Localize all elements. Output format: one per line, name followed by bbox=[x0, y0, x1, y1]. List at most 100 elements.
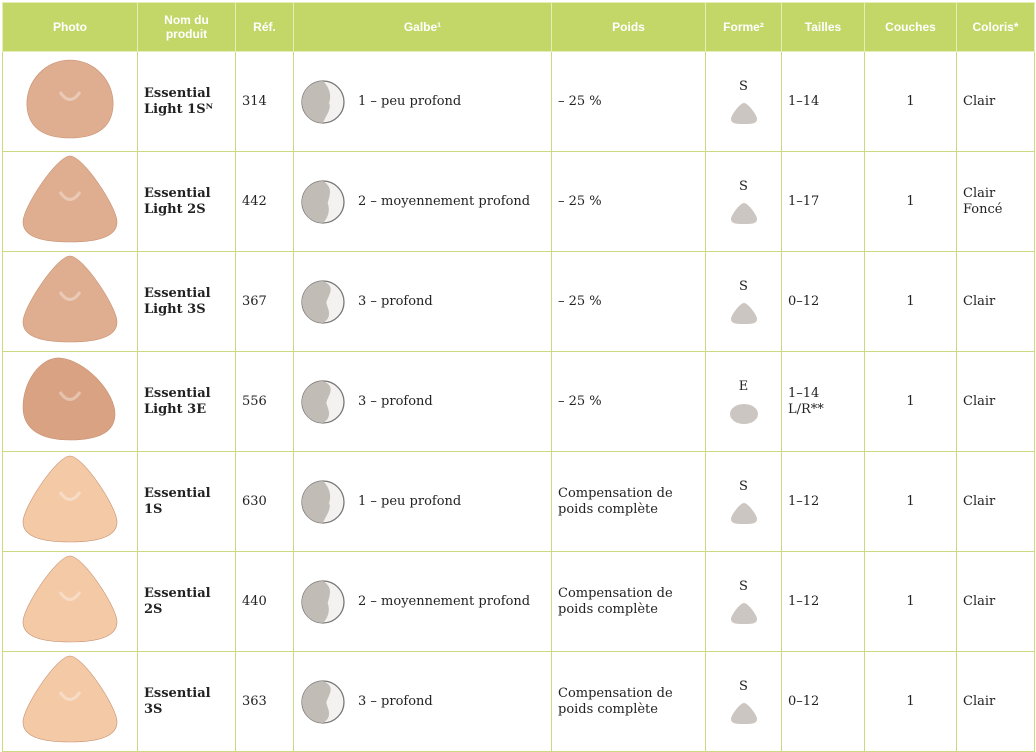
product-name: Essential Light 3S bbox=[137, 251, 236, 352]
prosthesis-photo bbox=[22, 455, 118, 543]
poids: – 25 % bbox=[551, 251, 706, 352]
coloris: Clair bbox=[956, 51, 1035, 152]
galbe-text: 2 – moyennement profond bbox=[358, 593, 531, 609]
reference: 440 bbox=[235, 551, 294, 652]
galbe-icon bbox=[301, 79, 345, 124]
tailles: 1–14 bbox=[781, 51, 865, 152]
poids: – 25 % bbox=[551, 51, 706, 152]
column-header: Tailles bbox=[781, 2, 865, 52]
galbe-text: 1 – peu profond bbox=[358, 93, 462, 109]
table-row: Essential Light 2S 442 2 – moyennement pro… bbox=[2, 151, 1035, 252]
table-row: Essential 1S 630 1 – peu profond Compensati… bbox=[2, 451, 1035, 552]
forme-icon bbox=[729, 403, 758, 424]
reference: 314 bbox=[235, 51, 294, 152]
galbe-icon bbox=[301, 679, 345, 724]
galbe-text: 1 – peu profond bbox=[358, 493, 462, 509]
poids: – 25 % bbox=[551, 151, 706, 252]
galbe-icon bbox=[301, 479, 345, 524]
prosthesis-photo bbox=[22, 255, 118, 343]
galbe-cell: 2 – moyennement profond bbox=[293, 551, 552, 652]
forme: S bbox=[712, 579, 775, 625]
poids: Compensation de poids complète bbox=[551, 551, 706, 652]
galbe-icon bbox=[301, 579, 345, 624]
galbe-text: 2 – moyennement profond bbox=[358, 193, 531, 209]
tailles: 1–12 bbox=[781, 551, 865, 652]
product-name: Essential 2S bbox=[137, 551, 236, 652]
forme-letter: S bbox=[739, 578, 748, 594]
prosthesis-photo bbox=[26, 59, 114, 139]
photo-cell bbox=[2, 551, 138, 652]
photo-cell bbox=[2, 51, 138, 152]
photo-cell bbox=[2, 451, 138, 552]
prosthesis-photo bbox=[22, 655, 118, 743]
product-name: Essential 3S bbox=[137, 651, 236, 752]
galbe-icon bbox=[301, 279, 345, 324]
forme-cell: S bbox=[705, 551, 782, 652]
couches: 1 bbox=[864, 351, 957, 452]
forme-cell: S bbox=[705, 151, 782, 252]
table-row: Essential Light 1Sᴺ 314 1 – peu profond – 2… bbox=[2, 51, 1035, 152]
product-name: Essential Light 3E bbox=[137, 351, 236, 452]
forme-letter: S bbox=[739, 278, 748, 294]
forme: S bbox=[712, 79, 775, 125]
reference: 556 bbox=[235, 351, 294, 452]
table-row: Essential 3S 363 3 – profond Compensation d… bbox=[2, 651, 1035, 752]
forme-cell: S bbox=[705, 251, 782, 352]
column-header: Coloris* bbox=[956, 2, 1035, 52]
galbe-cell: 3 – profond bbox=[293, 351, 552, 452]
galbe: 3 – profond bbox=[300, 279, 545, 325]
forme: E bbox=[712, 379, 775, 425]
column-header: Nom du produit bbox=[137, 2, 236, 52]
galbe: 3 – profond bbox=[300, 379, 545, 425]
galbe: 2 – moyennement profond bbox=[300, 179, 545, 225]
galbe-text: 3 – profond bbox=[358, 393, 433, 409]
coloris: Clair bbox=[956, 451, 1035, 552]
table-row: Essential Light 3E 556 3 – profond – 25 % E 1… bbox=[2, 351, 1035, 452]
photo-cell bbox=[2, 151, 138, 252]
poids: – 25 % bbox=[551, 351, 706, 452]
forme-icon bbox=[730, 702, 757, 724]
galbe: 3 – profond bbox=[300, 679, 545, 725]
prosthesis-photo bbox=[22, 155, 118, 243]
product-name: Essential Light 1Sᴺ bbox=[137, 51, 236, 152]
prosthesis-photo bbox=[22, 555, 118, 643]
forme-cell: S bbox=[705, 451, 782, 552]
galbe-cell: 1 – peu profond bbox=[293, 51, 552, 152]
reference: 363 bbox=[235, 651, 294, 752]
prosthesis-photo bbox=[22, 357, 116, 441]
couches: 1 bbox=[864, 651, 957, 752]
table-row: Essential 2S 440 2 – moyennement profond Co… bbox=[2, 551, 1035, 652]
photo-cell bbox=[2, 651, 138, 752]
forme-cell: S bbox=[705, 651, 782, 752]
poids: Compensation de poids complète bbox=[551, 451, 706, 552]
coloris: Clair bbox=[956, 651, 1035, 752]
forme-icon bbox=[730, 202, 757, 224]
column-header: Galbe¹ bbox=[293, 2, 552, 52]
couches: 1 bbox=[864, 251, 957, 352]
product-name: Essential 1S bbox=[137, 451, 236, 552]
forme-letter: S bbox=[739, 78, 748, 94]
galbe-text: 3 – profond bbox=[358, 693, 433, 709]
couches: 1 bbox=[864, 551, 957, 652]
tailles: 0–12 bbox=[781, 651, 865, 752]
column-header: Réf. bbox=[235, 2, 294, 52]
galbe-cell: 3 – profond bbox=[293, 251, 552, 352]
forme-icon bbox=[730, 102, 757, 124]
forme-letter: S bbox=[739, 178, 748, 194]
column-header: Forme² bbox=[705, 2, 782, 52]
forme: S bbox=[712, 179, 775, 225]
forme-letter: S bbox=[739, 478, 748, 494]
tailles: 1–17 bbox=[781, 151, 865, 252]
table-row: Essential Light 3S 367 3 – profond – 25 % S 0… bbox=[2, 251, 1035, 352]
galbe-text: 3 – profond bbox=[358, 293, 433, 309]
product-name: Essential Light 2S bbox=[137, 151, 236, 252]
coloris: Clair Foncé bbox=[956, 151, 1035, 252]
column-header: Photo bbox=[2, 2, 138, 52]
forme-cell: E bbox=[705, 351, 782, 452]
photo-cell bbox=[2, 251, 138, 352]
forme-letter: S bbox=[739, 678, 748, 694]
forme-letter: E bbox=[738, 378, 749, 394]
coloris: Clair bbox=[956, 551, 1035, 652]
